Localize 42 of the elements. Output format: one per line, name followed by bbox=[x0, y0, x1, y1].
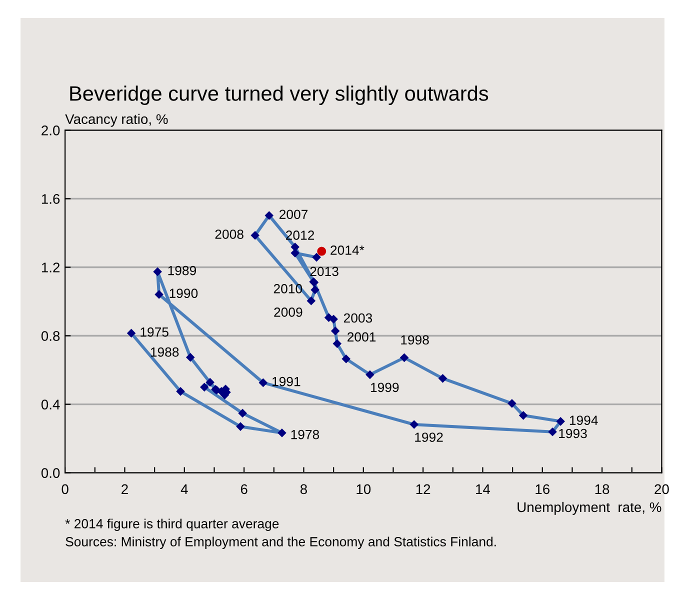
annotation: 1999 bbox=[370, 382, 399, 392]
annotation: 1993 bbox=[559, 428, 587, 438]
text: * 2014 figure is third quarter average bbox=[65, 518, 279, 531]
y-axis-title: Vacancy ratio, % bbox=[65, 114, 168, 127]
annotation: 2013 bbox=[310, 266, 338, 276]
y-tick-label: 0.8 bbox=[41, 331, 60, 341]
x-tick-label: 0 bbox=[62, 484, 68, 494]
annotation: 1989 bbox=[168, 266, 196, 276]
annotation: 2009 bbox=[274, 308, 302, 317]
x-tick-label: 16 bbox=[536, 484, 550, 494]
x-tick-label: 4 bbox=[180, 484, 188, 494]
x-tick-label: 10 bbox=[356, 484, 371, 494]
annotation: 1994 bbox=[570, 416, 598, 425]
x-axis-title: Unemployment rate, % bbox=[518, 502, 662, 515]
x-tick-label: 14 bbox=[476, 484, 490, 494]
x-tick-label: 6 bbox=[240, 484, 248, 494]
annotation: 1975 bbox=[140, 327, 168, 337]
annotation: 1991 bbox=[272, 376, 300, 386]
point bbox=[317, 246, 326, 256]
y-tick-label: 1.6 bbox=[42, 194, 60, 204]
x-tick-label: 18 bbox=[595, 484, 610, 494]
y-tick-label: 1.2 bbox=[42, 262, 60, 272]
y-tick-label: 0.4 bbox=[41, 400, 60, 410]
annotation: 1992 bbox=[415, 432, 443, 442]
annotation: 1978 bbox=[291, 430, 320, 440]
x-tick-label: 20 bbox=[654, 484, 669, 494]
annotation: 1990 bbox=[170, 288, 198, 298]
annotation: 2001 bbox=[348, 332, 376, 342]
y-tick-label: 2.0 bbox=[42, 126, 60, 136]
chart-title: Beveridge curve turned very slightly outwards bbox=[70, 86, 488, 105]
x-tick-label: 12 bbox=[416, 484, 430, 494]
annotation: 2014* bbox=[330, 246, 364, 255]
source-note: Sources: Ministry of Employment and the Economy and Statistics Finland. bbox=[66, 536, 496, 549]
x-tick-label: 8 bbox=[300, 484, 307, 494]
x-tick-label: 2 bbox=[122, 484, 128, 494]
annotation: 2012 bbox=[286, 230, 314, 240]
annotation: 2008 bbox=[215, 230, 244, 239]
annotation: 2007 bbox=[280, 210, 308, 220]
y-tick-label: 0.0 bbox=[41, 468, 60, 478]
annotation: 2003 bbox=[344, 313, 372, 323]
annotation: 1988 bbox=[150, 347, 179, 357]
annotation: 1998 bbox=[401, 335, 429, 345]
